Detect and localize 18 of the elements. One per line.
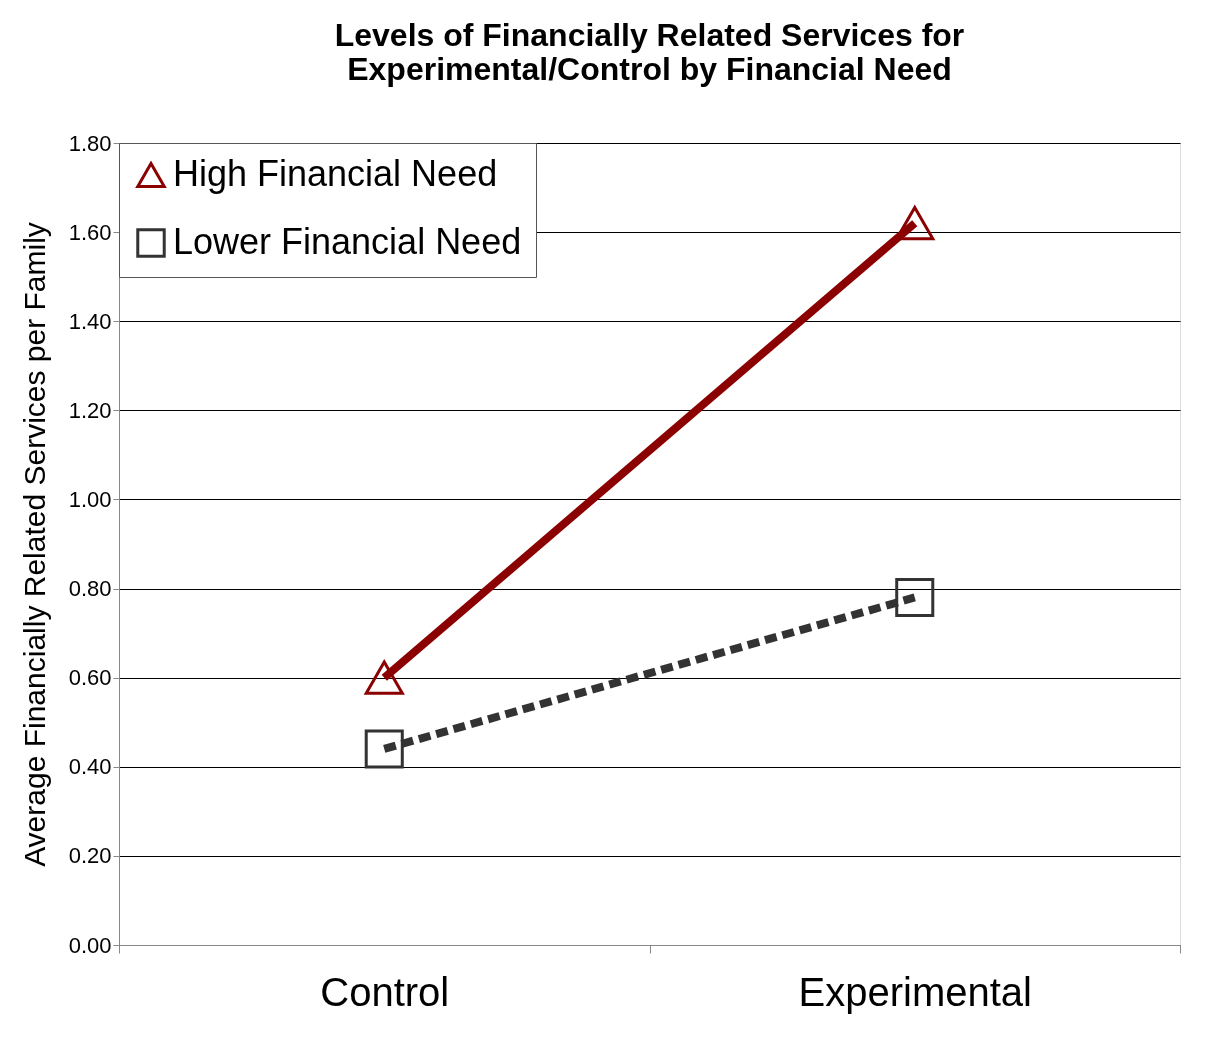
point	[895, 577, 935, 617]
y-tick-label: 0.00	[68, 932, 112, 958]
y-tick-label: 0.80	[68, 576, 112, 602]
y-tick-label: 1.00	[68, 486, 112, 512]
y-tick-label: 0.40	[68, 754, 112, 780]
y-tick-label: 0.60	[68, 665, 112, 691]
y-tick-label: 1.80	[68, 130, 112, 156]
legend-label: Lower Financial Need	[173, 221, 522, 262]
y-tick-label: 1.20	[68, 397, 112, 423]
y-axis-title: Average Financially Related Services per Family	[17, 222, 51, 867]
y-tick-label: 1.60	[68, 219, 112, 245]
y-tick-label: 0.20	[68, 843, 112, 869]
x-tick-label: Experimental	[798, 969, 1032, 1014]
point	[364, 729, 404, 769]
x-tick-label: Control	[320, 969, 450, 1014]
y-tick-label: 1.40	[68, 308, 112, 334]
legend-label: High Financial Need	[173, 153, 498, 194]
text: Levels of Financially Related Services for	[334, 17, 965, 53]
